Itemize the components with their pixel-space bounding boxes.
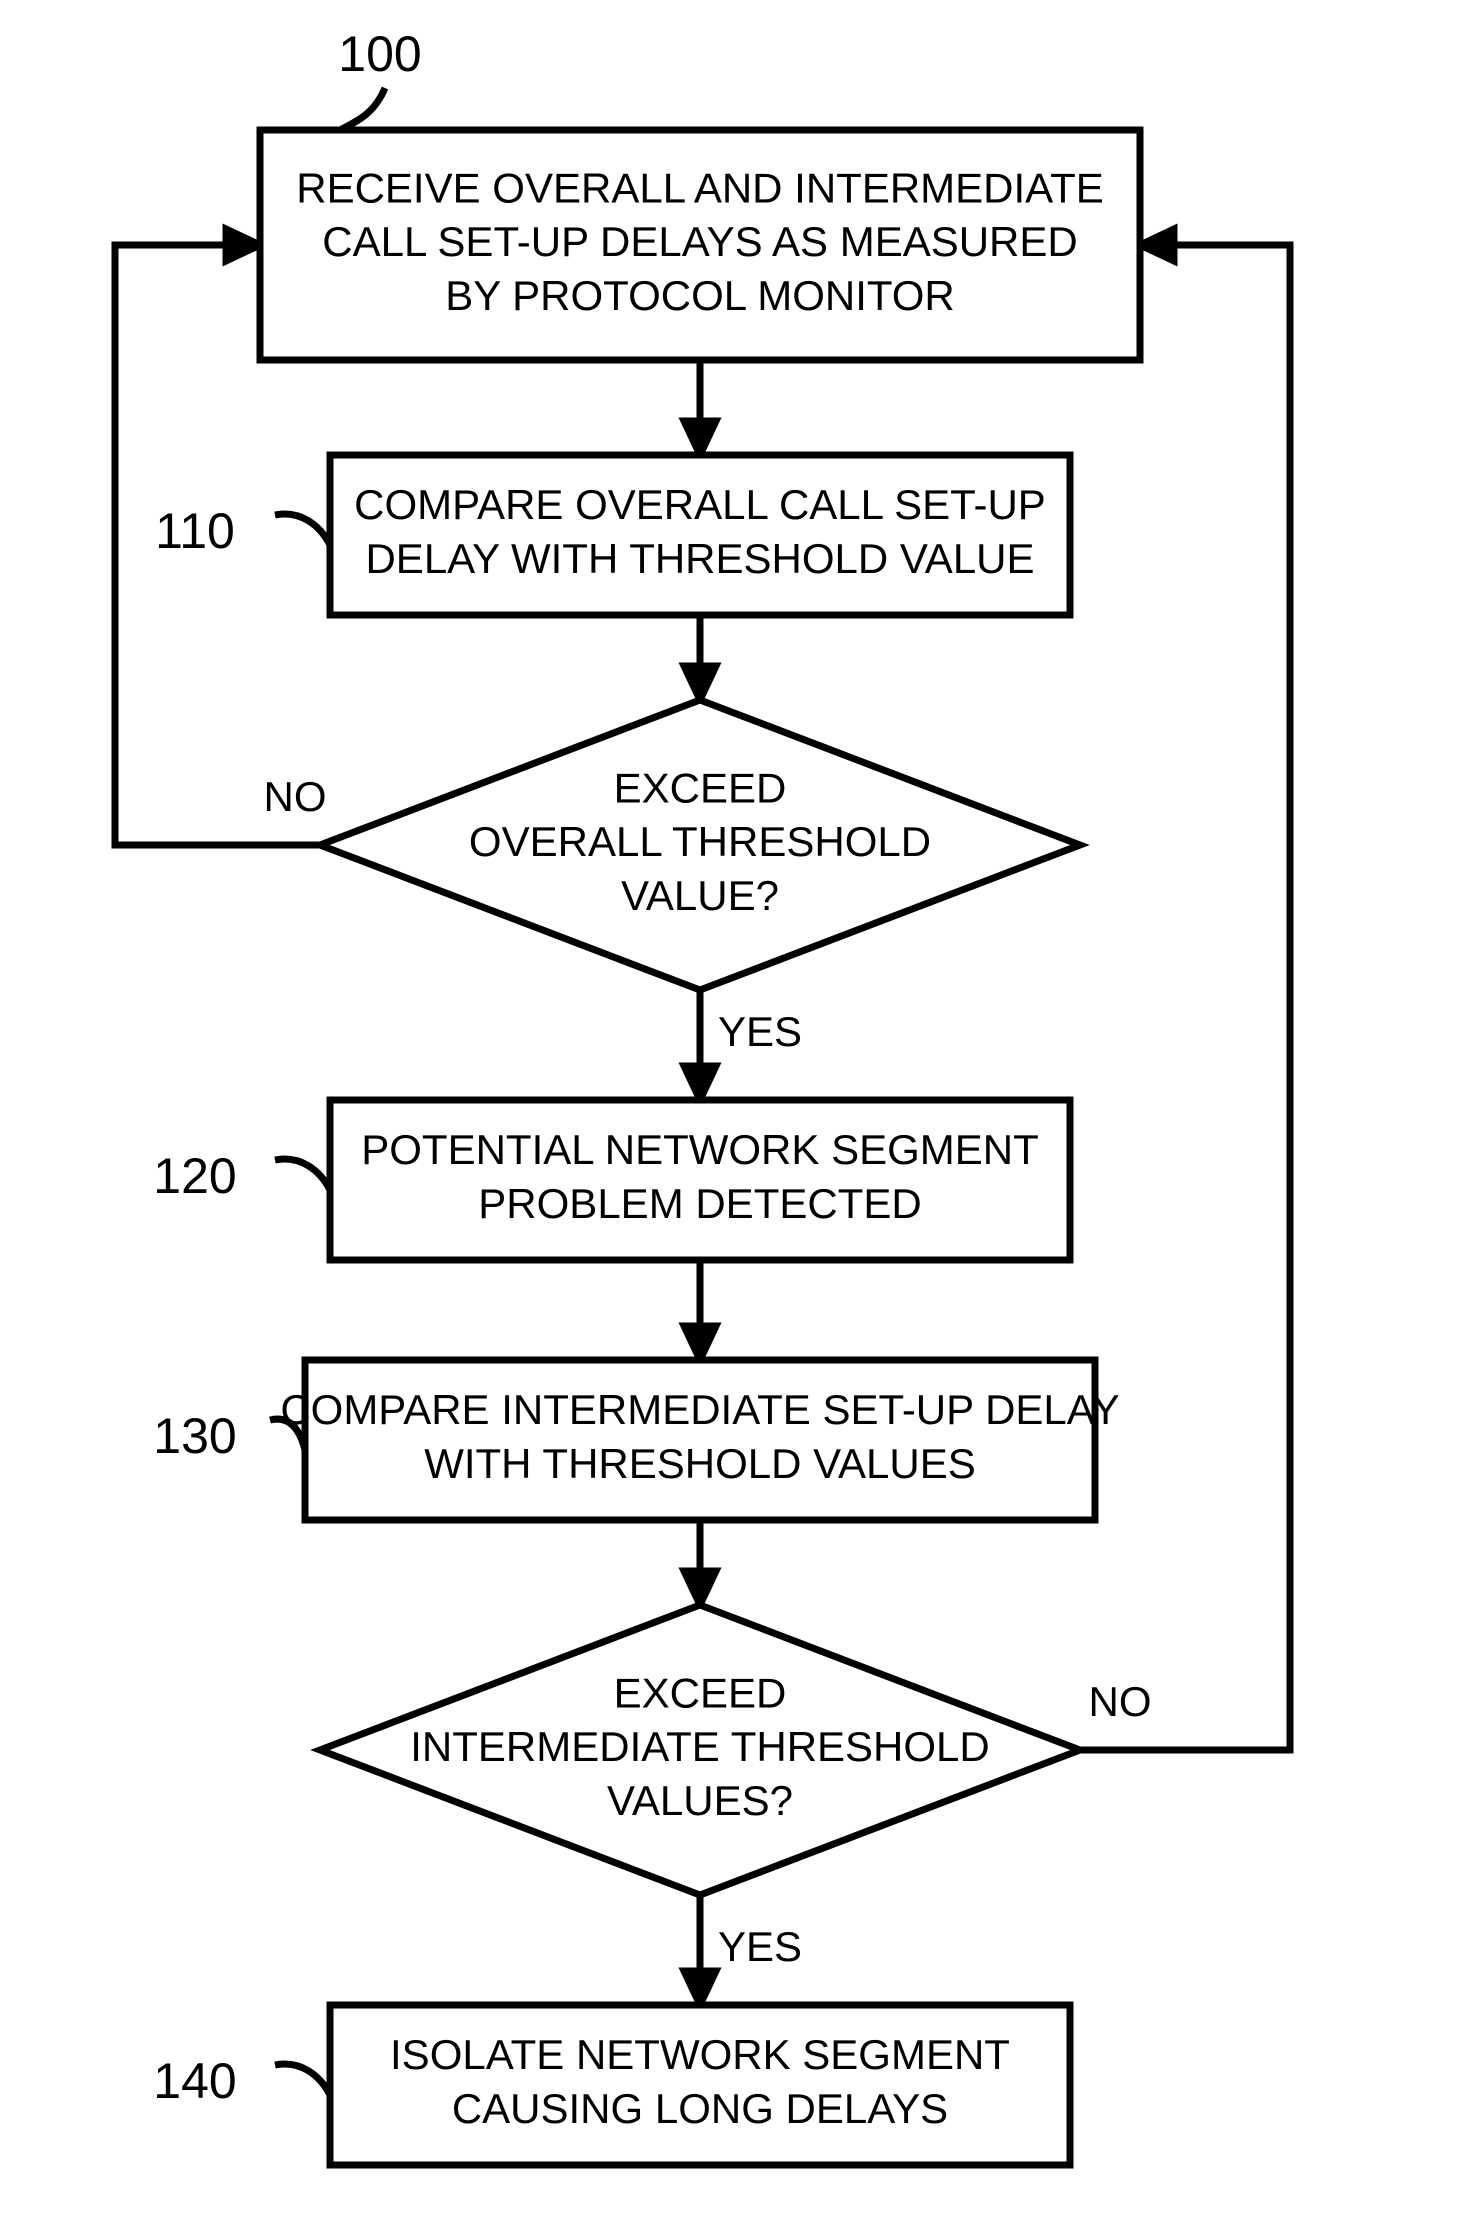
- reference-numeral: 120: [153, 1148, 236, 1204]
- reference-leader: [340, 88, 385, 130]
- edge-label: NO: [264, 773, 327, 820]
- flow-box-text: OVERALL THRESHOLD: [469, 818, 931, 865]
- flow-edge: [1080, 245, 1290, 1750]
- flow-box-text: CAUSING LONG DELAYS: [452, 2085, 948, 2132]
- flow-box-text: POTENTIAL NETWORK SEGMENT: [361, 1126, 1039, 1173]
- arrowhead: [684, 666, 716, 700]
- reference-numeral: 130: [153, 1408, 236, 1464]
- reference-numeral: 140: [153, 2053, 236, 2109]
- arrowhead: [684, 1571, 716, 1605]
- reference-leader: [275, 1159, 330, 1190]
- flow-box-text: COMPARE INTERMEDIATE SET-UP DELAY: [280, 1386, 1119, 1433]
- flow-box-text: CALL SET-UP DELAYS AS MEASURED: [322, 218, 1078, 265]
- reference-numeral: 100: [338, 26, 421, 82]
- flow-box-text: ISOLATE NETWORK SEGMENT: [390, 2031, 1010, 2078]
- arrowhead: [226, 229, 260, 261]
- flow-box-text: EXCEED: [614, 764, 787, 811]
- flow-box-text: BY PROTOCOL MONITOR: [445, 272, 955, 319]
- arrowhead: [684, 1066, 716, 1100]
- flow-box-text: PROBLEM DETECTED: [478, 1180, 921, 1227]
- arrowhead: [684, 421, 716, 455]
- arrowhead: [684, 1971, 716, 2005]
- arrowhead: [684, 1326, 716, 1360]
- flow-box-text: COMPARE OVERALL CALL SET-UP: [354, 481, 1046, 528]
- arrowhead: [1140, 229, 1174, 261]
- flow-box-text: VALUES?: [607, 1777, 793, 1824]
- flow-box-text: INTERMEDIATE THRESHOLD: [410, 1723, 990, 1770]
- edge-label: NO: [1089, 1678, 1152, 1725]
- reference-leader: [275, 514, 330, 545]
- flow-box-text: VALUE?: [621, 872, 779, 919]
- edge-label: YES: [718, 1008, 802, 1055]
- flow-box-text: EXCEED: [614, 1669, 787, 1716]
- flow-box-text: WITH THRESHOLD VALUES: [424, 1440, 976, 1487]
- reference-numeral: 110: [155, 503, 235, 559]
- reference-leader: [275, 2064, 330, 2095]
- flow-box-text: RECEIVE OVERALL AND INTERMEDIATE: [296, 164, 1104, 211]
- edge-label: YES: [718, 1923, 802, 1970]
- flow-box-text: DELAY WITH THRESHOLD VALUE: [365, 535, 1034, 582]
